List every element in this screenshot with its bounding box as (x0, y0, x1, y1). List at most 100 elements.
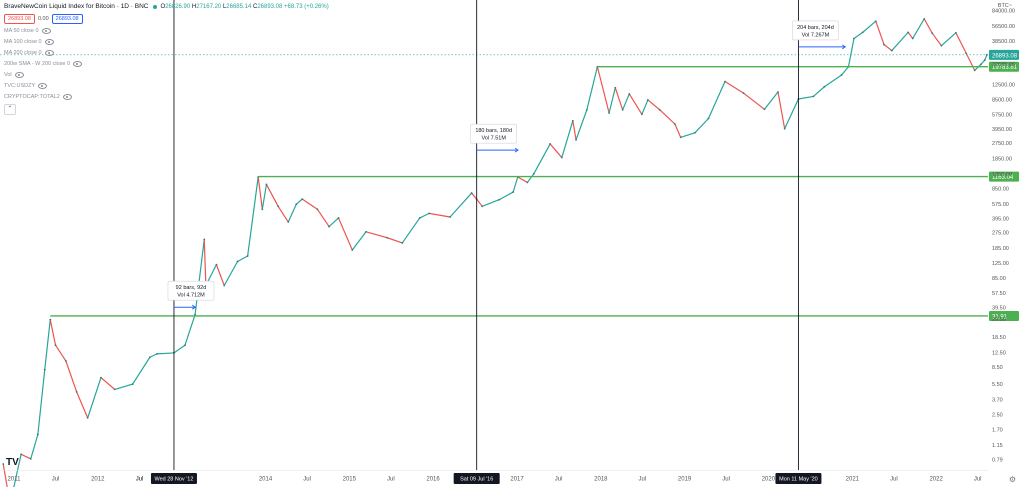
price-segment (429, 212, 451, 218)
price-segment (265, 184, 279, 207)
indicator-vol[interactable]: Vol (4, 72, 24, 78)
price-segment (277, 205, 289, 223)
x-marker-label-bg (453, 473, 500, 484)
buy-price-box[interactable]: 26893.08 (51, 14, 83, 24)
indicator-label: MA 50 close 0 (4, 28, 39, 34)
y-tick-label: 275.00 (992, 230, 1009, 236)
price-point (351, 249, 354, 251)
y-tick-label: 1.70 (992, 428, 1003, 434)
eye-icon[interactable] (38, 83, 48, 89)
y-tick-label: 57.50 (992, 291, 1006, 297)
eye-icon[interactable] (41, 28, 51, 34)
price-segment (449, 192, 473, 218)
price-segment (194, 239, 205, 315)
price-point (156, 352, 158, 355)
x-tick-label: 2015 (343, 477, 357, 483)
price-point (658, 108, 661, 111)
eye-icon[interactable] (44, 50, 54, 56)
ohlc-change: +68.73 (+0.26%) (284, 3, 329, 10)
x-marker-label: Wed 28 Nov '12 (155, 477, 194, 483)
price-segment (641, 99, 649, 115)
price-segment (923, 18, 933, 34)
eye-icon[interactable] (14, 72, 24, 78)
price-point (907, 31, 910, 34)
x-marker-label-bg (150, 473, 197, 484)
price-segment (875, 21, 885, 45)
price-point (100, 376, 102, 379)
price-point (470, 192, 473, 194)
x-tick-label: 2011 (8, 477, 22, 483)
order-price-boxes: 26893.08 0.00 26893.08 (4, 14, 83, 24)
y-tick-label: 38500.00 (992, 39, 1015, 45)
ohlc-high: 27167.20 (196, 3, 222, 10)
gear-icon[interactable]: ⚙ (1008, 475, 1016, 484)
price-segment (328, 217, 339, 228)
currency-label[interactable]: BTC~ (997, 3, 1012, 9)
indicator-usdzy[interactable]: TVC:USDZY (4, 83, 48, 89)
eye-icon[interactable] (44, 39, 54, 45)
price-segment (812, 86, 825, 97)
price-point (64, 360, 67, 362)
price-point (674, 123, 676, 126)
eye-icon[interactable] (73, 61, 83, 67)
indicator-ma200[interactable]: MA 200 close 0 (4, 50, 54, 56)
price-segment (575, 109, 588, 141)
x-tick-label: 2012 (91, 477, 105, 483)
ohlc-open: 26826.90 (165, 3, 191, 10)
x-marker-label: Sat 09 Jul '16 (460, 477, 493, 483)
y-tick-label: 395.00 (992, 216, 1009, 222)
measure-vol-label: Vol 7.51M (481, 136, 506, 142)
arrow-head-icon (192, 304, 197, 310)
indicator-200w-sma[interactable]: 200w SMA - W 200 close 0 (4, 61, 83, 67)
price-point (783, 127, 786, 130)
price-segment (30, 434, 39, 460)
arrow-head-icon (514, 147, 519, 153)
price-point (861, 31, 864, 34)
indicator-ma100[interactable]: MA 100 close 0 (4, 39, 54, 45)
eye-icon[interactable] (62, 94, 72, 100)
indicator-label: Vol (4, 72, 12, 78)
collapse-legend-button[interactable]: ⌃ (4, 104, 16, 115)
price-segment (76, 391, 89, 419)
price-segment (20, 453, 32, 460)
price-point (295, 203, 298, 206)
level-label: 19783.81 (992, 65, 1018, 71)
x-tick-label: Jul (639, 477, 647, 483)
price-point (337, 217, 340, 219)
price-segment (941, 32, 957, 47)
price-point (923, 17, 926, 20)
level-label: 31.91 (992, 314, 1008, 320)
price-segment (203, 239, 207, 286)
indicator-ma50[interactable]: MA 50 close 0 (4, 28, 51, 34)
price-segment (498, 191, 514, 201)
price-point (965, 52, 968, 55)
x-tick-label: Jul (722, 477, 730, 483)
price-point (853, 37, 855, 40)
x-tick-label: 2016 (426, 477, 440, 483)
price-segment (65, 360, 78, 393)
price-segment (674, 123, 682, 138)
price-point (985, 53, 988, 56)
indicator-label: MA 200 close 0 (4, 50, 42, 56)
price-point (621, 108, 624, 111)
price-segment (824, 74, 842, 88)
sell-price-box[interactable]: 26893.08 (4, 14, 35, 24)
price-point (549, 143, 552, 145)
price-segment (743, 92, 765, 110)
price-point (75, 390, 78, 393)
x-tick-label: 2017 (510, 477, 524, 483)
price-segment (419, 212, 430, 219)
price-segment (647, 99, 661, 111)
price-point (628, 93, 631, 95)
price-point (36, 433, 39, 436)
price-point (287, 221, 290, 223)
price-point (194, 313, 196, 316)
measure-box (792, 20, 839, 41)
ohlc-low: 26685.14 (226, 3, 252, 10)
indicator-total2[interactable]: CRYPTOCAP:TOTAL2 (4, 94, 72, 100)
price-segment (847, 38, 855, 67)
price-segment (247, 176, 259, 257)
indicator-label: MA 100 close 0 (4, 39, 42, 45)
price-segment (337, 217, 353, 251)
